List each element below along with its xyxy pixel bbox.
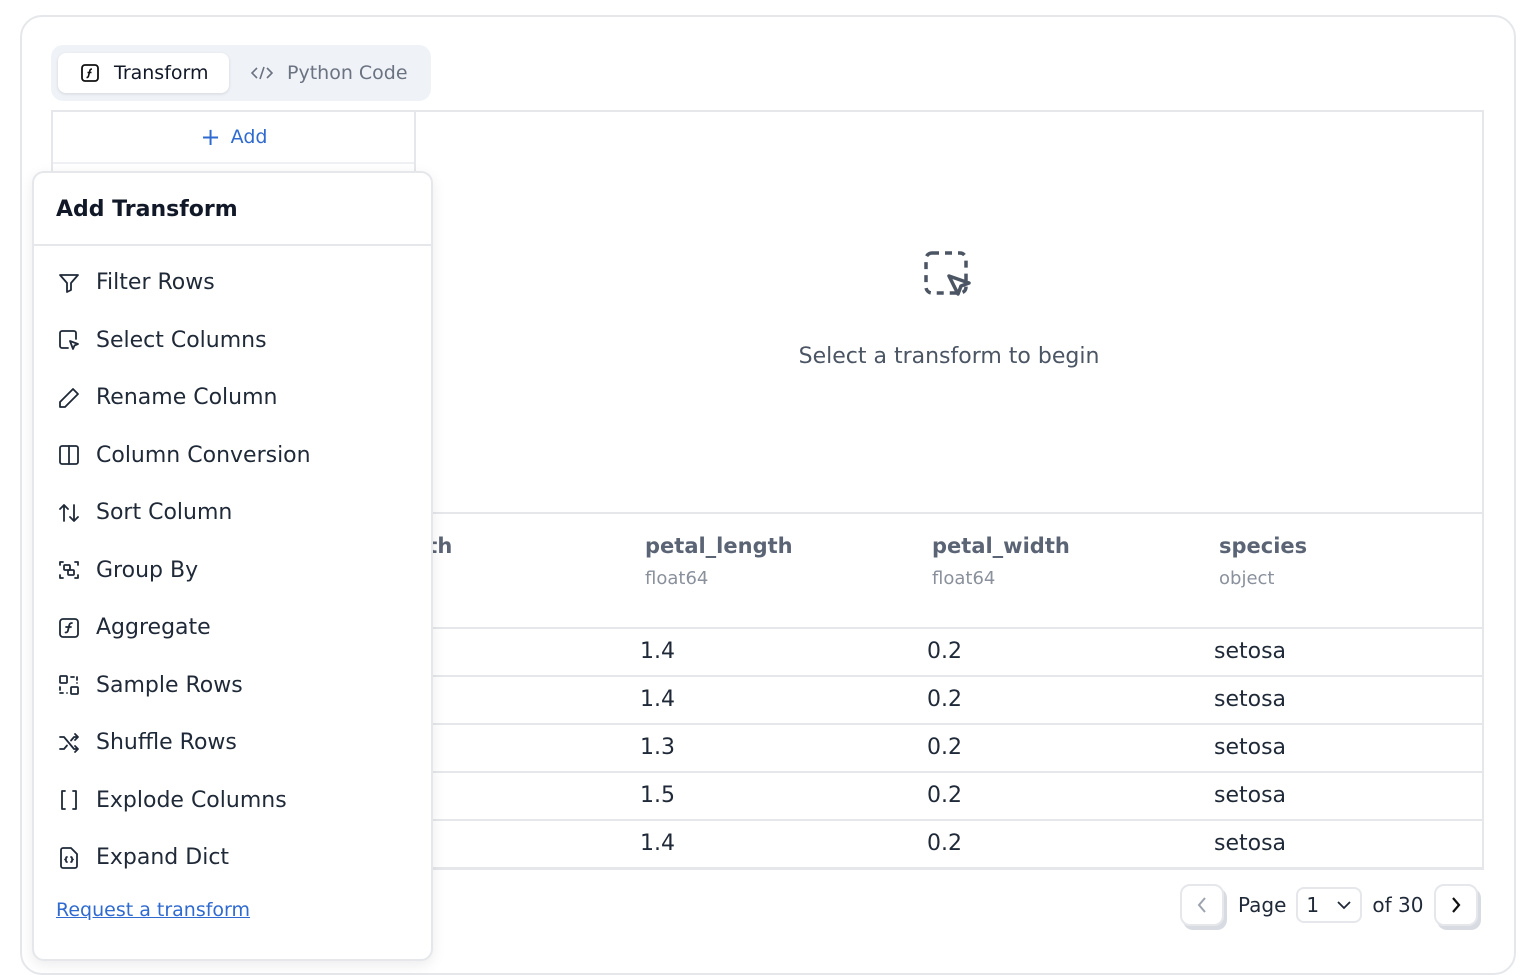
menu-item-group-by[interactable]: Group By — [34, 542, 431, 600]
table-cell: 0.2 — [927, 831, 962, 856]
table-cell: 0.2 — [927, 783, 962, 808]
sort-icon — [56, 500, 82, 526]
pencil-icon — [56, 385, 82, 411]
table-cell: 1.4 — [640, 831, 675, 856]
menu-item-column-conversion[interactable]: Column Conversion — [34, 427, 431, 485]
menu-item-label: Rename Column — [96, 385, 278, 411]
menu-item-label: Expand Dict — [96, 845, 230, 871]
add-transform-popup: Add Transform Filter Rows Select Columns R… — [32, 171, 433, 961]
table-row: 1.4 0.2 setosa — [416, 677, 1482, 725]
add-label: Add — [230, 126, 268, 148]
menu-item-sample-rows[interactable]: Sample Rows — [34, 657, 431, 715]
column-header: species object — [1219, 534, 1308, 589]
group-icon — [56, 557, 82, 583]
menu-item-label: Explode Columns — [96, 787, 287, 813]
page-value: 1 — [1306, 893, 1320, 917]
empty-state-text: Select a transform to begin — [798, 344, 1100, 369]
columns-icon — [56, 442, 82, 468]
tab-python-code[interactable]: Python Code — [251, 53, 408, 93]
page-count: of 30 — [1372, 893, 1424, 917]
brackets-icon — [56, 787, 82, 813]
column-header: petal_width float64 — [932, 534, 1070, 589]
transform-detail-panel: Select a transform to begin sepal_width … — [312, 110, 1484, 870]
chevron-left-icon — [1197, 897, 1206, 913]
popup-title: Add Transform — [34, 173, 431, 246]
prev-page-button[interactable] — [1180, 884, 1224, 926]
menu-item-explode-columns[interactable]: Explode Columns — [34, 772, 431, 830]
tab-label: Transform — [114, 62, 209, 84]
page-label: Page — [1238, 893, 1287, 917]
code-icon — [251, 66, 273, 80]
menu-item-expand-dict[interactable]: Expand Dict — [34, 829, 431, 887]
table-cell: 1.3 — [640, 735, 675, 760]
table-cell: 1.4 — [640, 639, 675, 664]
select-columns-icon — [56, 327, 82, 353]
sample-icon — [56, 672, 82, 698]
table-row: 1.4 0.2 setosa — [416, 821, 1482, 869]
tab-transform[interactable]: Transform — [58, 53, 229, 93]
shuffle-icon — [56, 730, 82, 756]
table-cell: 0.2 — [927, 735, 962, 760]
tab-label: Python Code — [287, 62, 408, 84]
menu-item-label: Column Conversion — [96, 442, 311, 468]
table-cell: 1.5 — [640, 783, 675, 808]
filter-icon — [56, 270, 82, 296]
table-cell: 1.4 — [640, 687, 675, 712]
table-cell: setosa — [1214, 687, 1287, 712]
pagination: Page 1 of 30 — [1180, 884, 1478, 926]
table-row: 1.3 0.2 setosa — [416, 725, 1482, 773]
table-cell: 0.2 — [927, 687, 962, 712]
table-cell: 0.2 — [927, 639, 962, 664]
empty-state: Select a transform to begin — [416, 250, 1482, 369]
menu-item-label: Shuffle Rows — [96, 730, 237, 756]
next-page-button[interactable] — [1433, 884, 1478, 926]
menu-item-label: Sort Column — [96, 500, 233, 526]
menu-item-label: Aggregate — [96, 615, 211, 641]
menu-item-label: Group By — [96, 557, 199, 583]
column-header: petal_length float64 — [645, 534, 793, 589]
menu-item-select-columns[interactable]: Select Columns — [34, 312, 431, 370]
menu-item-sort-column[interactable]: Sort Column — [34, 484, 431, 542]
menu-item-shuffle-rows[interactable]: Shuffle Rows — [34, 714, 431, 772]
menu-item-label: Select Columns — [96, 327, 267, 353]
request-transform-link[interactable]: Request a transform — [56, 899, 251, 921]
file-braces-icon — [56, 845, 82, 871]
table-row: 1.5 0.2 setosa — [416, 773, 1482, 821]
menu-item-label: Sample Rows — [96, 672, 243, 698]
dashed-cursor-select-icon — [924, 251, 971, 296]
page-select[interactable]: 1 — [1296, 887, 1363, 923]
chevron-down-icon — [1337, 901, 1352, 910]
table-cell: setosa — [1214, 783, 1287, 808]
tab-bar: Transform Python Code — [51, 45, 431, 101]
table-row: 1.4 0.2 setosa — [416, 629, 1482, 677]
table-cell: setosa — [1214, 639, 1287, 664]
table-cell: setosa — [1214, 735, 1287, 760]
menu-item-label: Filter Rows — [96, 270, 215, 296]
menu-item-aggregate[interactable]: Aggregate — [34, 599, 431, 657]
menu-item-rename-column[interactable]: Rename Column — [34, 369, 431, 427]
function-icon — [81, 64, 99, 82]
add-transform-button[interactable]: + Add — [53, 112, 415, 164]
plus-icon: + — [200, 123, 221, 151]
chevron-right-icon — [1451, 897, 1460, 913]
function-icon — [56, 615, 82, 641]
menu-item-filter-rows[interactable]: Filter Rows — [34, 254, 431, 312]
table-cell: setosa — [1214, 831, 1287, 856]
